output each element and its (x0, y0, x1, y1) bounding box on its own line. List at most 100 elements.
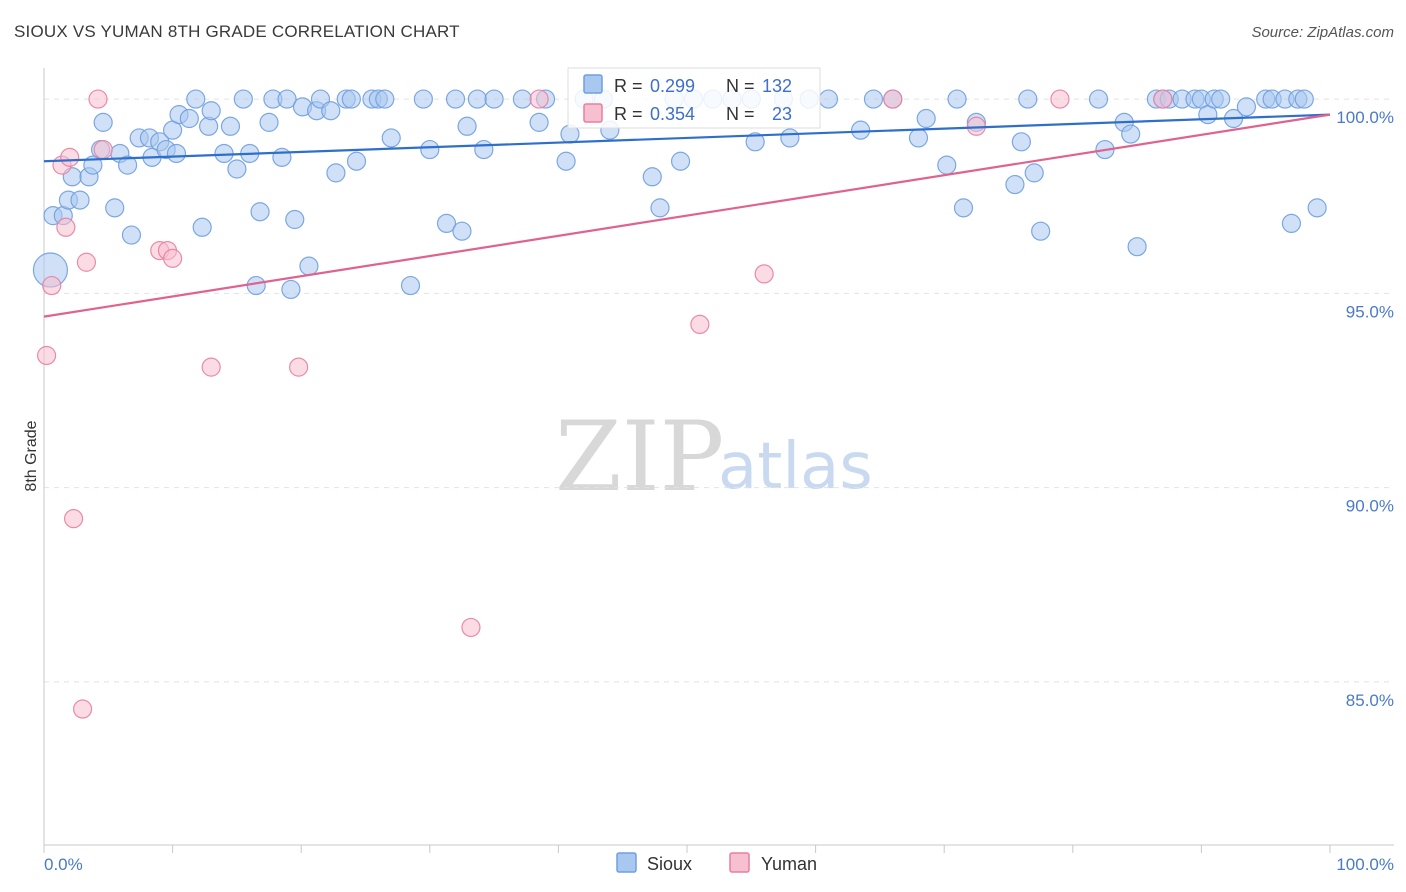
sioux-point (233, 89, 253, 109)
sioux-point (947, 89, 967, 109)
sioux-point (1127, 237, 1147, 257)
sioux-point (227, 159, 247, 179)
legend-swatch-sioux (583, 74, 603, 94)
x-axis-ticks (43, 845, 1331, 853)
legend-swatch-yuman (583, 103, 603, 123)
sioux-point (299, 256, 319, 276)
sioux-point (484, 89, 504, 109)
legend-r-value-sioux: 0.299 (650, 76, 695, 96)
sioux-point (341, 89, 361, 109)
yuman-point (461, 617, 481, 638)
sioux-point (105, 198, 125, 218)
sioux-point (780, 128, 800, 148)
series-yuman-points (36, 89, 1173, 719)
sioux-point (346, 151, 367, 171)
y-tick-label: 85.0% (1346, 691, 1394, 710)
sioux-point (179, 108, 199, 129)
sioux-point (1005, 174, 1025, 195)
sioux-point (326, 163, 346, 183)
sioux-point (1211, 89, 1231, 109)
legend-r-label-yuman: R = (614, 104, 643, 124)
yuman-point (60, 147, 80, 167)
x-tick-label-right: 100.0% (1336, 855, 1394, 874)
sioux-point (670, 151, 691, 171)
sioux-point (1281, 213, 1302, 233)
sioux-point (272, 147, 292, 167)
yuman-point (42, 275, 62, 296)
stats-legend-box (567, 67, 821, 129)
sioux-point (642, 167, 662, 187)
sioux-point (937, 155, 957, 175)
sioux-point (908, 128, 929, 148)
legend-r-value-yuman: 0.354 (650, 104, 695, 124)
sioux-point (1236, 97, 1257, 117)
axes (43, 68, 1394, 846)
sioux-point (277, 89, 297, 109)
y-axis-label: 8th Grade (23, 420, 40, 491)
legend-n-value-yuman: 23 (772, 104, 792, 124)
sioux-point (413, 89, 433, 109)
sioux-point (851, 120, 871, 140)
yuman-point (690, 314, 710, 335)
yuman-point (289, 357, 309, 377)
bottom-legend-label-yuman: Yuman (761, 854, 817, 874)
sioux-point (117, 155, 138, 175)
sioux-point (381, 128, 401, 148)
sioux-point (420, 139, 440, 160)
sioux-point (474, 139, 494, 160)
sioux-point (650, 198, 670, 218)
bottom-legend-swatch-yuman (729, 852, 750, 873)
bottom-legend-label-sioux: Sioux (647, 854, 692, 874)
sioux-point (556, 151, 576, 171)
legend-r-label-sioux: R = (614, 76, 643, 96)
yuman-point (76, 252, 97, 272)
x-tick-label-left: 0.0% (44, 855, 83, 874)
yuman-point (163, 248, 183, 268)
sioux-point (166, 143, 187, 164)
sioux-point (1121, 124, 1141, 144)
sioux-point (93, 112, 113, 132)
y-tick-label: 100.0% (1336, 108, 1394, 127)
sioux-point (201, 101, 221, 121)
yuman-point (36, 345, 57, 366)
sioux-point (1307, 198, 1327, 218)
sioux-point (512, 89, 532, 109)
sioux-point (1011, 132, 1031, 152)
sioux-trend-line (43, 113, 1331, 163)
yuman-point (72, 699, 93, 719)
sioux-point (452, 221, 472, 241)
sioux-point (818, 89, 839, 109)
y-tick-label: 90.0% (1346, 497, 1394, 516)
sioux-point (400, 275, 421, 296)
y-tick-label: 95.0% (1346, 302, 1394, 321)
watermark-atlas: atlas (718, 430, 873, 504)
yuman-point (88, 89, 108, 109)
trend-lines (43, 113, 1331, 318)
sioux-point (375, 89, 395, 109)
stats-legend: R = 0.299 N = 132 R = 0.354 N = 23 (567, 67, 821, 129)
sioux-point (863, 89, 884, 109)
sioux-point (436, 213, 457, 233)
yuman-trend-line (43, 113, 1331, 318)
legend-n-value-sioux: 132 (762, 76, 792, 96)
sioux-point (70, 190, 90, 210)
series-legend: Sioux Yuman (616, 852, 817, 874)
sioux-point (259, 112, 279, 132)
legend-n-label-yuman: N = (726, 104, 755, 124)
chart-title: SIOUX VS YUMAN 8TH GRADE CORRELATION CHA… (14, 22, 460, 41)
sioux-point (457, 116, 477, 136)
sioux-point (285, 209, 305, 230)
sioux-point (745, 132, 765, 152)
sioux-point (529, 112, 549, 132)
sioux-point (321, 101, 341, 121)
sioux-point (953, 198, 974, 218)
watermark-zip: ZIP (555, 401, 724, 513)
yuman-point (1153, 89, 1173, 109)
gridlines (44, 98, 1394, 683)
sioux-point (246, 275, 266, 296)
sioux-point (250, 202, 270, 222)
source-credit: Source: ZipAtlas.com (1251, 24, 1394, 41)
legend-n-label-sioux: N = (726, 76, 755, 96)
sioux-point (1031, 221, 1051, 241)
